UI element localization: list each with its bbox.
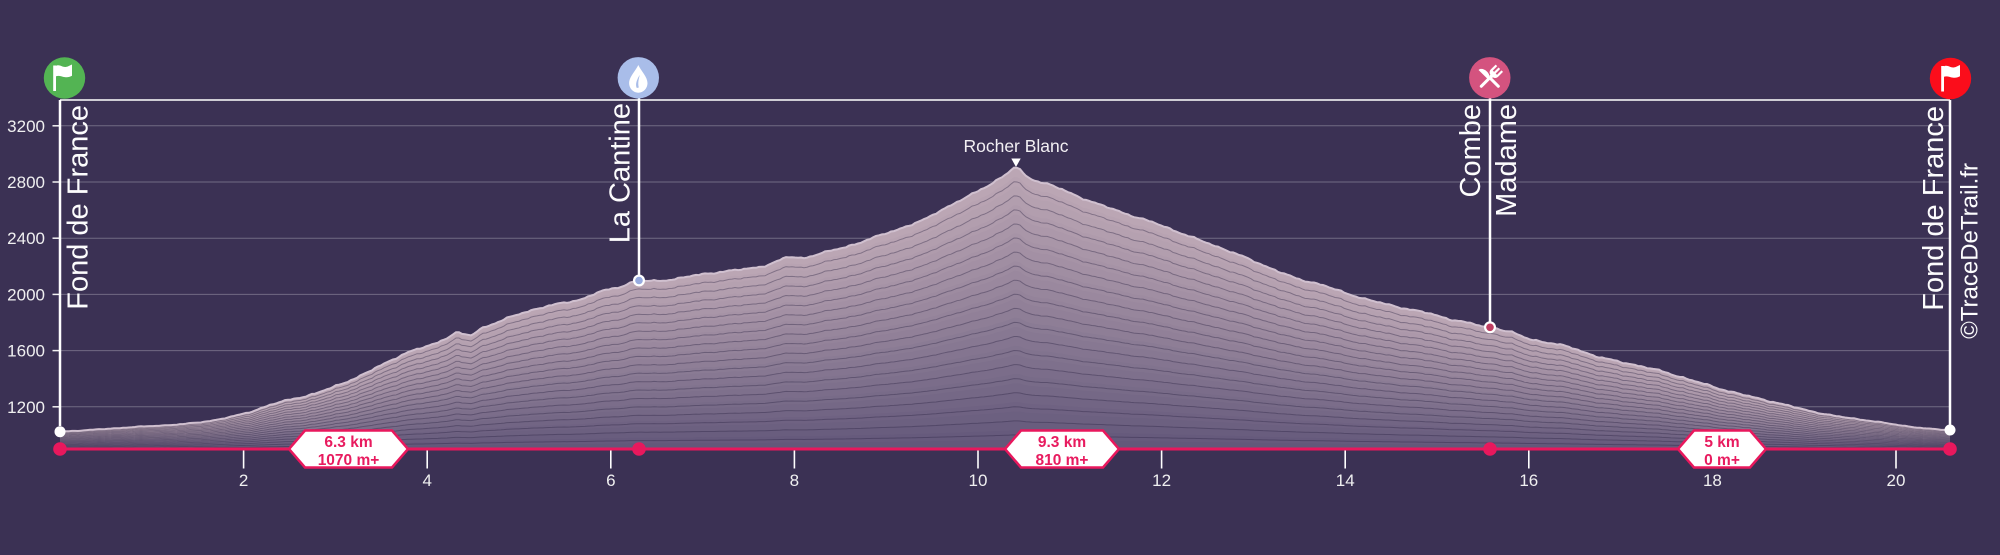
svg-text:20: 20 bbox=[1887, 471, 1906, 490]
svg-text:2: 2 bbox=[239, 471, 248, 490]
svg-text:9.3 km: 9.3 km bbox=[1038, 434, 1086, 451]
svg-text:2400: 2400 bbox=[7, 229, 45, 248]
svg-text:4: 4 bbox=[422, 471, 431, 490]
svg-text:14: 14 bbox=[1336, 471, 1355, 490]
svg-text:8: 8 bbox=[790, 471, 799, 490]
svg-text:1600: 1600 bbox=[7, 342, 45, 361]
svg-text:18: 18 bbox=[1703, 471, 1722, 490]
svg-text:Combe: Combe bbox=[1455, 104, 1487, 198]
svg-text:©TraceDeTrail.fr: ©TraceDeTrail.fr bbox=[1957, 163, 1984, 339]
svg-text:10: 10 bbox=[969, 471, 988, 490]
svg-text:1200: 1200 bbox=[7, 398, 45, 417]
svg-text:2800: 2800 bbox=[7, 173, 45, 192]
svg-text:Fond de France: Fond de France bbox=[63, 105, 95, 310]
svg-text:5 km: 5 km bbox=[1704, 434, 1739, 451]
svg-text:6: 6 bbox=[606, 471, 615, 490]
svg-text:12: 12 bbox=[1152, 471, 1171, 490]
svg-text:Rocher Blanc: Rocher Blanc bbox=[963, 136, 1068, 156]
svg-text:2000: 2000 bbox=[7, 285, 45, 304]
svg-text:La Cantine: La Cantine bbox=[605, 103, 637, 243]
svg-text:810 m+: 810 m+ bbox=[1035, 452, 1088, 469]
svg-text:1070 m+: 1070 m+ bbox=[318, 452, 380, 469]
svg-text:Madame: Madame bbox=[1491, 104, 1523, 217]
svg-text:3200: 3200 bbox=[7, 117, 45, 136]
svg-text:16: 16 bbox=[1519, 471, 1538, 490]
svg-text:6.3 km: 6.3 km bbox=[324, 434, 372, 451]
svg-text:Fond de France: Fond de France bbox=[1918, 106, 1950, 311]
svg-text:0 m+: 0 m+ bbox=[1704, 452, 1740, 469]
